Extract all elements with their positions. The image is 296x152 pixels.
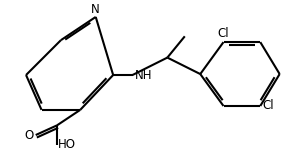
Text: Cl: Cl (218, 27, 229, 40)
Text: Cl: Cl (262, 100, 274, 112)
Text: NH: NH (134, 69, 152, 81)
Text: HO: HO (58, 138, 76, 151)
Text: N: N (91, 3, 100, 16)
Text: O: O (25, 129, 34, 142)
